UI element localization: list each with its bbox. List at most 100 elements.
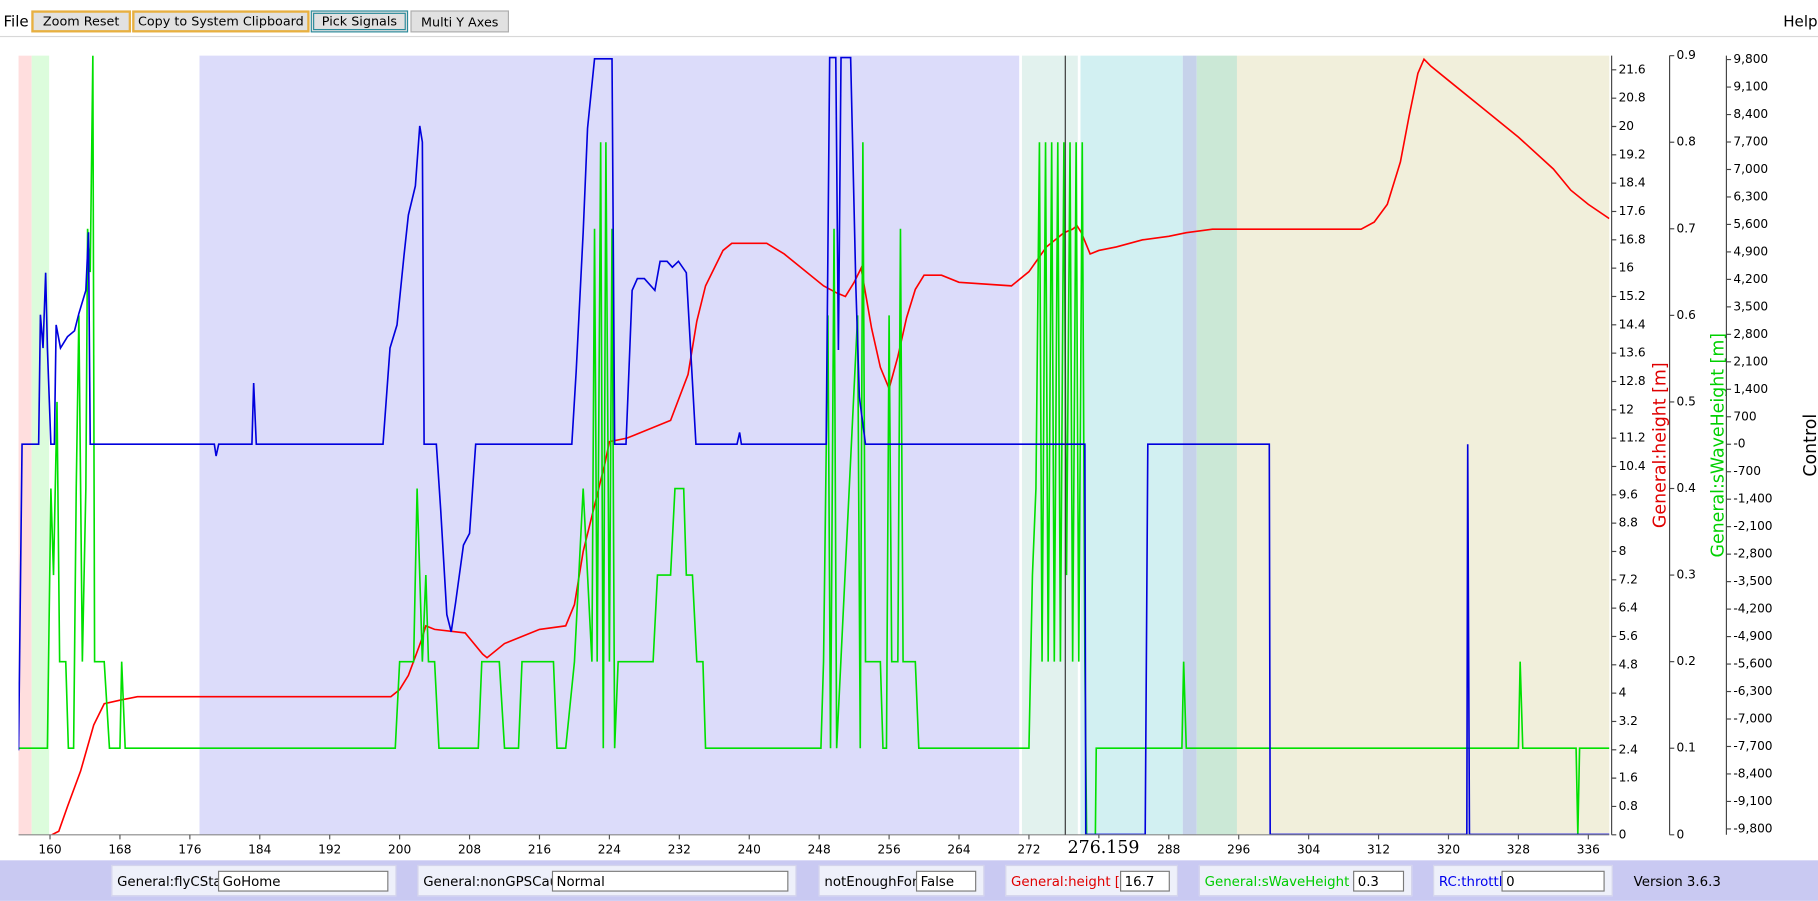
mode-band (1236, 55, 1610, 835)
y-tick-label: -2,800 (1733, 547, 1772, 561)
y-tick-label: -9,800 (1733, 821, 1772, 835)
y-tick-label: 0.7 (1677, 221, 1696, 235)
y-tick-label: -0 (1733, 437, 1745, 451)
y-tick-label: -4,900 (1733, 629, 1772, 643)
y-tick-label: 6.4 (1619, 601, 1639, 615)
x-tick-label: 328 (1507, 842, 1530, 856)
mode-band (1077, 55, 1081, 835)
y-tick-label: -8,400 (1733, 766, 1772, 780)
cursor-label: 276.159 (1068, 838, 1140, 858)
y-tick-label: 14.4 (1619, 317, 1646, 331)
pick-signals-button[interactable]: Pick Signals (310, 10, 409, 33)
y-tick-label: 0 (1677, 827, 1685, 841)
x-tick-label: 336 (1577, 842, 1600, 856)
y-axis-title: Control (1801, 414, 1818, 477)
field-label: notEnoughForce (824, 873, 933, 890)
x-tick-label: 208 (458, 842, 481, 856)
menu-help[interactable]: Help (1783, 13, 1818, 32)
status-field: RC:throttle 0 (1433, 864, 1613, 897)
mode-band (31, 55, 50, 835)
y-tick-label: -1,400 (1733, 492, 1772, 506)
zoom-reset-button[interactable]: Zoom Reset (31, 10, 132, 33)
y-tick-label: 3,500 (1733, 299, 1768, 313)
y-tick-label: 12 (1619, 402, 1634, 416)
x-tick-label: 296 (1227, 842, 1250, 856)
mode-band (1080, 55, 1183, 835)
y-tick-label: 0 (1619, 827, 1627, 841)
y-tick-label: -5,600 (1733, 657, 1772, 671)
x-tick-label: 320 (1437, 842, 1460, 856)
x-tick-label: 184 (248, 842, 271, 856)
y-tick-label: 15.2 (1619, 289, 1646, 303)
mode-band (18, 55, 32, 835)
series-line (18, 56, 1610, 835)
y-tick-label: 16.8 (1619, 232, 1646, 246)
multi-y-axes-button[interactable]: Multi Y Axes (410, 10, 509, 33)
mode-band (1182, 55, 1197, 835)
y-tick-label: 0.8 (1619, 799, 1638, 813)
y-tick-label: 19.2 (1619, 147, 1646, 161)
y-tick-label: 18.4 (1619, 176, 1646, 190)
x-tick-label: 240 (738, 842, 761, 856)
y-tick-label: 1.6 (1619, 771, 1638, 785)
y-tick-label: 17.6 (1619, 204, 1646, 218)
y-tick-label: 7,000 (1733, 162, 1768, 176)
x-tick-label: 176 (178, 842, 201, 856)
field-label: RC:throttle (1438, 873, 1511, 890)
menu-file[interactable]: File (3, 13, 29, 32)
y-tick-label: -2,100 (1733, 519, 1772, 533)
y-tick-label: 2,100 (1733, 354, 1768, 368)
y-tick-label: 2.4 (1619, 742, 1639, 756)
y-tick-label: 9,100 (1733, 80, 1768, 94)
y-tick-label: 700 (1733, 409, 1756, 423)
x-tick-label: 160 (38, 842, 61, 856)
x-tick-label: 312 (1367, 842, 1390, 856)
y-tick-label: 8.8 (1619, 516, 1638, 530)
y-axis-title: General:height [m] (1650, 362, 1670, 528)
y-tick-label: 21.6 (1619, 62, 1646, 76)
mode-band (1019, 55, 1022, 835)
field-value: 0.3 (1353, 870, 1405, 892)
y-tick-label: 20.8 (1619, 91, 1646, 105)
status-field: notEnoughForce False (818, 864, 985, 897)
y-tick-label: 4.8 (1619, 657, 1638, 671)
toolbar-divider (0, 35, 1818, 38)
series-line (51, 57, 1610, 835)
y-tick-label: 0.1 (1677, 741, 1696, 755)
y-tick-label: 6,300 (1733, 189, 1768, 203)
y-tick-label: 2,800 (1733, 327, 1768, 341)
y-tick-label: 4 (1619, 686, 1627, 700)
field-value: False (915, 870, 977, 892)
y-tick-label: 9.6 (1619, 487, 1638, 501)
x-tick-label: 216 (528, 842, 551, 856)
status-field: General:height [m] 16.7 (1005, 864, 1178, 897)
field-value: GoHome (217, 870, 389, 892)
y-tick-label: 0.2 (1677, 654, 1696, 668)
y-tick-label: 13.6 (1619, 346, 1646, 360)
version-label: Version 3.6.3 (1633, 873, 1721, 890)
y-tick-label: 1,400 (1733, 382, 1768, 396)
field-value: 16.7 (1120, 870, 1170, 892)
y-tick-label: 20 (1619, 119, 1634, 133)
y-tick-label: 16 (1619, 261, 1634, 275)
x-tick-label: 224 (598, 842, 621, 856)
y-tick-label: -4,200 (1733, 602, 1772, 616)
field-label: General:height [m] (1011, 873, 1139, 890)
copy-button[interactable]: Copy to System Clipboard (132, 10, 310, 33)
x-tick-label: 192 (318, 842, 341, 856)
y-tick-label: 7,700 (1733, 135, 1768, 149)
y-tick-label: 4,200 (1733, 272, 1768, 286)
y-tick-label: 9,800 (1733, 52, 1768, 66)
field-label: General:flyCState (117, 873, 236, 890)
field-value: Normal (551, 870, 789, 892)
x-tick-label: 248 (808, 842, 831, 856)
x-tick-label: 168 (108, 842, 131, 856)
y-tick-label: 0.4 (1677, 481, 1697, 495)
y-tick-label: 4,900 (1733, 244, 1768, 258)
x-tick-label: 272 (1017, 842, 1040, 856)
y-tick-label: 0.8 (1677, 135, 1696, 149)
status-field: General:nonGPSCause Normal (417, 864, 797, 897)
y-tick-label: 0.6 (1677, 308, 1696, 322)
